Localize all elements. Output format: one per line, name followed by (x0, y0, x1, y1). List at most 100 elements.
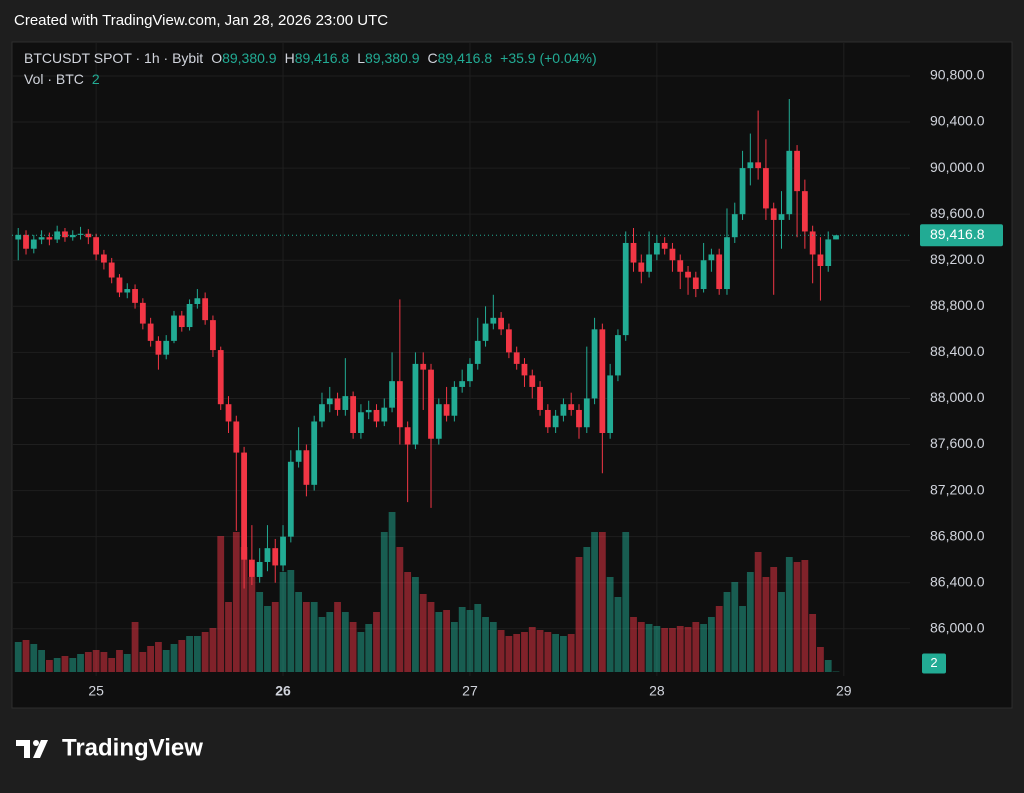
volume-bar (583, 547, 591, 672)
volume-bar (801, 560, 809, 672)
volume-bar (513, 634, 521, 672)
volume-bar (225, 602, 232, 672)
volume-bar (232, 532, 240, 672)
volume-bar (240, 547, 248, 672)
candle-body (638, 262, 645, 272)
volume-bar (785, 557, 793, 672)
volume-bar (162, 650, 170, 672)
candle-body (801, 191, 808, 232)
y-tick-label: 89,200.0 (930, 251, 985, 267)
candle-body (38, 237, 45, 240)
candle-body (482, 323, 489, 341)
volume-bar (482, 617, 489, 672)
volume-bar (131, 622, 139, 672)
candle-body (412, 363, 419, 445)
candle-body (62, 231, 68, 238)
candle-body (350, 396, 357, 433)
candle-body (739, 168, 746, 215)
volume-bar (762, 577, 770, 672)
candle-body (669, 248, 676, 261)
candle-body (731, 214, 738, 238)
volume-bar (61, 656, 69, 672)
candle-body (809, 231, 816, 255)
volume-bar (155, 642, 162, 672)
candle-body (264, 548, 271, 562)
legend-item: 89,416.8 (295, 50, 350, 66)
candle-body (365, 409, 372, 413)
candle-body (622, 242, 629, 336)
y-tick-label: 90,800.0 (930, 67, 985, 83)
volume-bar (419, 594, 427, 672)
last-price-label: 89,416.8 (930, 226, 985, 242)
volume-bar (318, 617, 326, 672)
volume-bar (653, 626, 661, 672)
legend-item: L (357, 50, 365, 66)
candle-body (677, 260, 684, 272)
candle-body (513, 352, 520, 364)
candle-body (576, 409, 582, 428)
volume-bar (567, 634, 575, 672)
volume-bar (116, 650, 123, 672)
volume-bar (809, 614, 817, 672)
candle-body (653, 242, 660, 255)
legend-item: +35.9 (+0.04%) (500, 50, 597, 66)
candle-body (334, 398, 341, 410)
volume-bar (591, 532, 598, 672)
volume-bar (778, 592, 785, 672)
y-tick-label: 88,800.0 (930, 297, 985, 313)
x-tick-label: 26 (275, 683, 291, 699)
volume-bar (45, 660, 53, 672)
y-tick-label: 87,200.0 (930, 481, 985, 497)
header: Created with TradingView.com, Jan 28, 20… (14, 12, 388, 29)
volume-bar (575, 557, 583, 672)
candle-body (560, 404, 567, 416)
volume-bar (193, 636, 201, 672)
x-tick-label: 28 (649, 683, 665, 699)
candle-body (389, 381, 395, 408)
volume-bar (373, 612, 380, 672)
candle-body (443, 404, 450, 416)
candle-body (786, 150, 793, 215)
candle-body (420, 363, 427, 370)
legend-item: 89,380.9 (365, 50, 420, 66)
candle-body (770, 208, 777, 220)
candle-body (15, 234, 22, 240)
candle-body (700, 260, 707, 290)
volume-bar (770, 567, 778, 672)
volume-bar (256, 592, 264, 672)
volume-bar (536, 630, 544, 672)
last-volume-badge (922, 653, 946, 674)
last-volume-label: 2 (930, 655, 937, 670)
volume-bar (92, 650, 100, 672)
candle-body (23, 234, 29, 249)
candle-body (342, 396, 349, 410)
legend-item: BTCUSDT SPOT · 1h · Bybit (24, 50, 203, 66)
volume-bar (544, 632, 552, 672)
volume-bar (349, 622, 357, 672)
volume-bar (505, 636, 513, 672)
candle-body (248, 559, 255, 577)
volume-bar (443, 610, 450, 672)
x-tick-label: 27 (462, 683, 478, 699)
candle-body (685, 271, 691, 278)
candle-body (186, 304, 193, 328)
volume-bar (489, 622, 497, 672)
volume-bar (123, 654, 131, 672)
candle-body (552, 415, 559, 428)
candle-body (716, 254, 723, 290)
candle-body (93, 237, 100, 255)
volume-bar (341, 612, 349, 672)
volume-bar (746, 572, 754, 672)
candle-body (794, 150, 800, 192)
volume-bar (69, 658, 77, 672)
volume-bar (598, 532, 606, 672)
candle-body (326, 398, 333, 405)
candle-body (54, 231, 61, 240)
volume-bar (669, 628, 676, 672)
candle-body (607, 375, 614, 433)
candle-body (544, 409, 551, 428)
candle-body (30, 239, 37, 249)
candle-body (615, 335, 621, 376)
volume-bar (715, 606, 723, 672)
candle-body (599, 329, 606, 433)
